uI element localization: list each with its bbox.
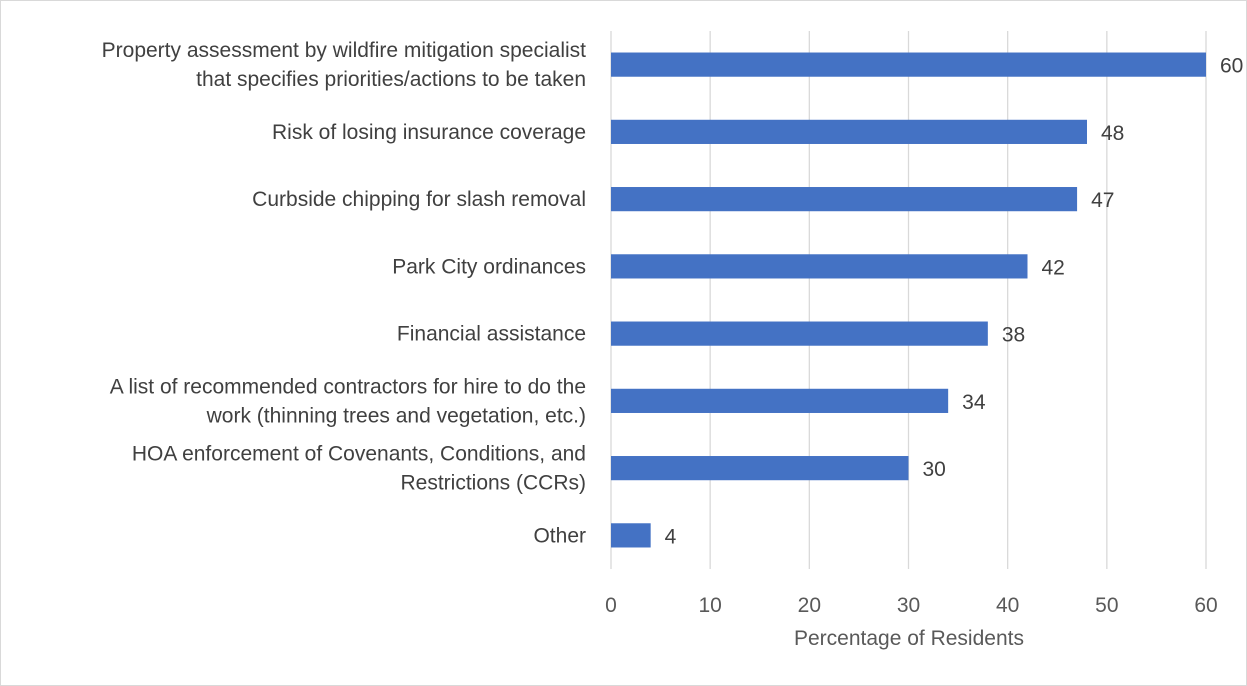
bar <box>611 52 1206 77</box>
data-label: 60 <box>1220 55 1243 78</box>
data-label: 42 <box>1042 256 1065 279</box>
x-tick-label: 40 <box>996 594 1019 617</box>
x-tick-label: 20 <box>798 594 821 617</box>
x-axis-ticks: 0 10 20 30 40 50 60 <box>605 594 1218 617</box>
category-label: A list of recommended contractors for hi… <box>110 375 586 398</box>
data-label: 34 <box>962 391 986 414</box>
bar <box>611 321 988 346</box>
category-label: HOA enforcement of Covenants, Conditions… <box>132 443 586 466</box>
category-label: Other <box>533 524 586 547</box>
bar <box>611 119 1087 144</box>
bar <box>611 523 651 548</box>
data-label: 30 <box>923 458 946 481</box>
bar <box>611 187 1078 212</box>
category-label: that specifies priorities/actions to be … <box>196 68 586 91</box>
data-label: 47 <box>1091 189 1114 212</box>
category-labels: Property assessment by wildfire mitigati… <box>102 39 587 547</box>
x-tick-label: 30 <box>897 594 920 617</box>
category-label: Financial assistance <box>397 323 586 346</box>
x-axis-title: Percentage of Residents <box>794 627 1024 650</box>
bar <box>611 456 909 481</box>
x-tick-label: 50 <box>1095 594 1118 617</box>
category-label: work (thinning trees and vegetation, etc… <box>206 404 586 427</box>
x-tick-label: 10 <box>698 594 721 617</box>
category-label: Property assessment by wildfire mitigati… <box>102 39 587 62</box>
data-label: 4 <box>665 525 677 548</box>
category-label: Restrictions (CCRs) <box>400 472 586 495</box>
gridlines <box>610 31 1207 569</box>
category-label: Curbside chipping for slash removal <box>252 188 586 211</box>
x-tick-label: 60 <box>1194 594 1217 617</box>
bar <box>611 388 949 413</box>
x-tick-label: 0 <box>605 594 617 617</box>
category-label: Park City ordinances <box>392 255 586 278</box>
data-label: 48 <box>1101 122 1124 145</box>
data-labels: 60 48 47 42 38 34 30 4 <box>665 55 1244 549</box>
bar <box>611 254 1028 279</box>
data-label: 38 <box>1002 324 1025 347</box>
bars <box>611 52 1206 548</box>
category-label: Risk of losing insurance coverage <box>272 121 586 144</box>
